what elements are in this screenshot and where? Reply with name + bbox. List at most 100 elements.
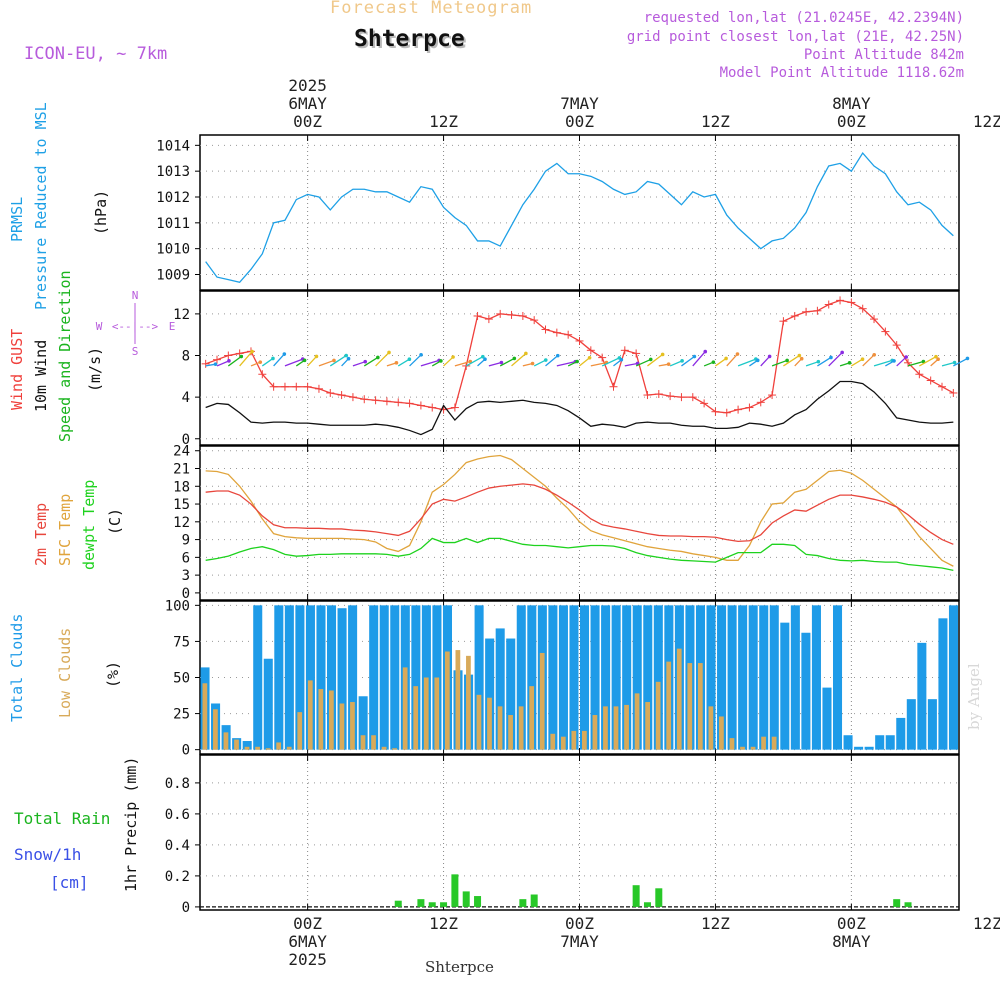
low-clouds-bar — [729, 738, 735, 750]
wind-arrow-head — [847, 361, 852, 365]
wind-arrow-head — [829, 355, 833, 360]
bottom-day-label: 6MAY — [288, 932, 327, 951]
ytick-label: 0.6 — [165, 807, 190, 823]
ytick-label: 25 — [173, 707, 190, 723]
wind-arrow-head — [394, 361, 399, 365]
wind-arrow-head — [512, 356, 517, 361]
wind-arrow-head — [332, 358, 336, 363]
wind-arrow-head — [314, 354, 319, 359]
wind-arrow-head — [936, 357, 940, 362]
point-altitude: Point Altitude 842m — [803, 47, 964, 63]
wind-10m-line — [205, 380, 954, 436]
total-clouds-bar — [780, 622, 790, 750]
wind-arrow — [409, 354, 422, 367]
bottom-hour-label: 00Z — [836, 914, 866, 933]
total-clouds-bar — [885, 735, 895, 750]
bottom-hour-label: 12Z — [972, 914, 1000, 933]
low-clouds-bar — [444, 651, 450, 750]
wind-arrow-head — [921, 359, 926, 364]
wind-arrow-head — [660, 352, 665, 357]
low-clouds-bar — [676, 648, 682, 750]
low-clouds-bar — [582, 730, 587, 750]
total-clouds-bar — [274, 605, 284, 750]
wind-arrow — [953, 357, 968, 367]
wind-arrow — [352, 361, 366, 367]
wind-arrow — [851, 358, 863, 367]
rain-bar — [530, 894, 538, 907]
ytick-label: 75 — [173, 634, 190, 650]
wind-arrow — [420, 359, 440, 367]
rain-bar — [632, 885, 640, 907]
wind-arrow-head — [250, 349, 254, 354]
top-hour-label: 12Z — [700, 112, 730, 131]
total-clouds-bar — [759, 605, 769, 750]
wind-arrow-head — [530, 361, 535, 366]
low-clouds-bar — [265, 748, 271, 750]
wind-arrow-head — [555, 353, 560, 358]
top-hour-label: 00Z — [565, 112, 594, 131]
rain-bar — [451, 874, 459, 907]
total-clouds-bar — [738, 605, 748, 750]
wind-arrow-head — [666, 362, 671, 366]
top-day-label: 6MAY — [288, 94, 327, 113]
total-clouds-bar — [295, 605, 305, 750]
top-day-label: 8MAY — [832, 94, 871, 113]
bottom-hour-label: 00Z — [293, 914, 323, 933]
panel-frame-0 — [199, 134, 960, 291]
wind-arrow-head — [840, 350, 844, 355]
ytick-label: 1011 — [156, 216, 190, 232]
total-clouds-bar — [284, 605, 294, 750]
wind-arrow-head — [376, 355, 380, 360]
wind-arrow — [647, 353, 664, 367]
wind-arrow — [726, 353, 738, 367]
low-clouds-bar — [360, 735, 366, 750]
low-clouds-bar — [603, 706, 608, 750]
ytick-label: 1009 — [156, 268, 190, 284]
compass-e: E — [169, 320, 176, 333]
ytick-label: 50 — [173, 671, 190, 687]
total-clouds-bar — [917, 642, 927, 750]
rain-bar — [655, 888, 663, 907]
ytick-label: 12 — [173, 307, 190, 323]
low-clouds-bar — [392, 748, 397, 750]
wind-arrow — [329, 355, 347, 367]
wind-arrow — [397, 358, 410, 367]
ytick-label: 0 — [182, 586, 190, 602]
wind-arrow-head — [860, 357, 865, 362]
low-clouds-bar — [202, 683, 208, 750]
panel-frame-4 — [199, 754, 960, 911]
wind-arrow-head — [767, 354, 772, 359]
wind-arrow-head — [892, 359, 896, 363]
total-clouds-bar — [864, 746, 874, 750]
low-clouds-bar — [687, 663, 693, 750]
bottom-day-label: 7MAY — [560, 932, 599, 951]
low-clouds-bar — [434, 677, 440, 750]
low-clouds-bar — [476, 694, 482, 750]
low-clouds-bar — [761, 736, 766, 750]
total-clouds-bar — [474, 605, 484, 750]
total-clouds-bar — [305, 605, 315, 750]
total-clouds-bar — [253, 605, 263, 750]
total-clouds-bar — [906, 699, 916, 750]
total-clouds-bar — [938, 618, 948, 750]
wind-arrow-head — [934, 354, 938, 359]
ytick-label: 1014 — [156, 138, 190, 154]
low-clouds-bar — [655, 681, 661, 750]
wind-arrow-head — [499, 360, 504, 365]
total-clouds-bar — [896, 717, 906, 750]
rain-bar — [394, 900, 402, 907]
wind-arrow-head — [387, 350, 391, 355]
footer-location: Shterpce — [425, 958, 494, 976]
wind-arrow — [771, 359, 788, 367]
total-clouds-bar — [717, 605, 727, 750]
low-clouds-bar — [719, 716, 724, 750]
wind-arrow-head — [258, 360, 263, 364]
wind-arrow — [760, 355, 771, 367]
low-clouds-bar — [740, 746, 745, 750]
forecast-meteogram-title: Forecast Meteogram — [330, 0, 533, 18]
low-clouds-bar — [244, 746, 250, 750]
low-clouds-bar — [307, 680, 313, 750]
wind-arrow — [227, 355, 242, 367]
